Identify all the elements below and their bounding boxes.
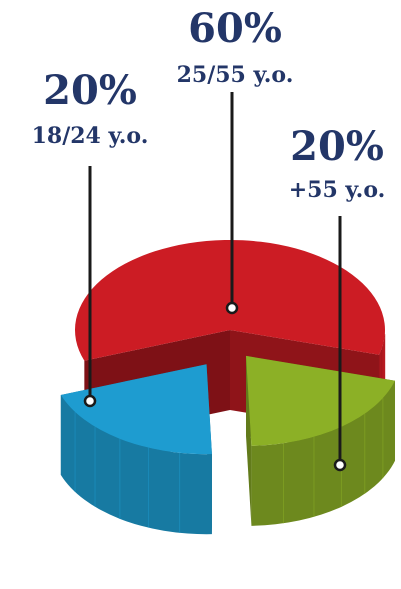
slice-1-leader-dot [333,458,347,472]
slice-0-age-label: 25/55 y.o. [177,62,294,88]
pie-slice-1-cut-face [246,355,252,526]
slice-2-age-label: 18/24 y.o. [32,123,149,149]
leader-lines [83,92,347,472]
pie-labels: 60% 25/55 y.o. 20% 18/24 y.o. 20% +55 y.… [32,5,386,203]
pie-slice-1-outer-side [251,380,396,526]
pie-slices [60,240,396,535]
slice-2-percent-label: 20% [43,67,137,114]
pie-slice-2 [60,364,212,535]
slice-2-leader-dot [83,394,97,408]
slice-1-percent-label: 20% [290,123,384,170]
pie-slice-2-top [60,364,212,455]
pie-slice-2-outer-side [60,394,212,535]
pie-slice-1-top [246,355,396,446]
slice-0-leader-dot [225,301,239,315]
pie-slice-1 [246,355,396,526]
slice-0-percent-label: 60% [188,5,282,52]
pie-slice-0-top [75,240,386,361]
slice-1-age-label: +55 y.o. [289,177,386,203]
